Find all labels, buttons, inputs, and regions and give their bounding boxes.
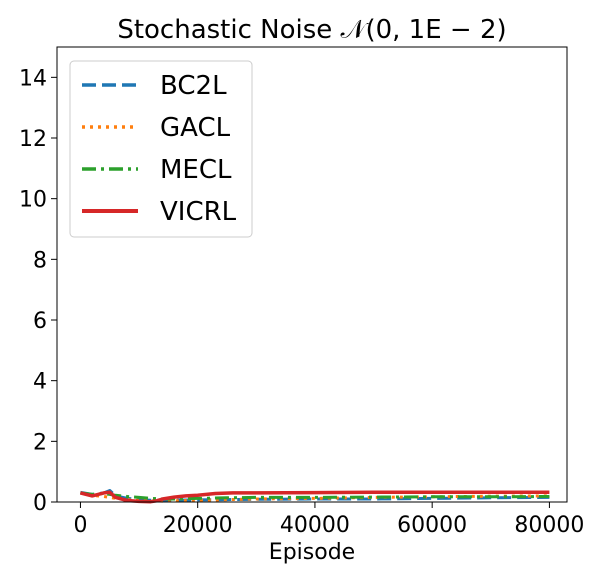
x-tick-label: 80000 <box>514 513 584 538</box>
plot-frame <box>56 46 568 503</box>
legend-label-vicrl: VICRL <box>160 197 237 227</box>
legend: BC2L GACL MECL VICRL <box>69 60 253 238</box>
series-line-gacl <box>80 491 550 503</box>
y-tick-label: 0 <box>33 491 47 516</box>
x-tick-label: 60000 <box>397 513 467 538</box>
x-tick-label: 0 <box>73 513 87 538</box>
series-line-vicrl <box>79 490 550 504</box>
legend-box <box>69 60 253 238</box>
y-tick-label: 12 <box>19 127 47 152</box>
legend-label-mecl: MECL <box>160 155 232 185</box>
y-tick-label: 10 <box>19 188 47 213</box>
x-tick-label: 40000 <box>280 513 350 538</box>
legend-label-bc2l: BC2L <box>160 71 227 101</box>
y-axis: 0 2 4 6 8 10 12 14 <box>19 66 57 516</box>
x-axis-label: Episode <box>269 540 355 565</box>
x-tick-label: 20000 <box>163 513 233 538</box>
y-tick-label: 8 <box>33 248 47 273</box>
x-axis: 0 20000 40000 60000 80000 <box>73 502 584 538</box>
series-layer <box>79 489 550 504</box>
y-tick-label: 14 <box>19 66 47 91</box>
legend-label-gacl: GACL <box>160 113 231 143</box>
y-tick-label: 2 <box>33 430 47 455</box>
chart-title: Stochastic Noise 𝒩(0, 1E − 2) <box>117 15 506 45</box>
y-tick-label: 4 <box>33 370 47 395</box>
y-tick-label: 6 <box>33 309 47 334</box>
